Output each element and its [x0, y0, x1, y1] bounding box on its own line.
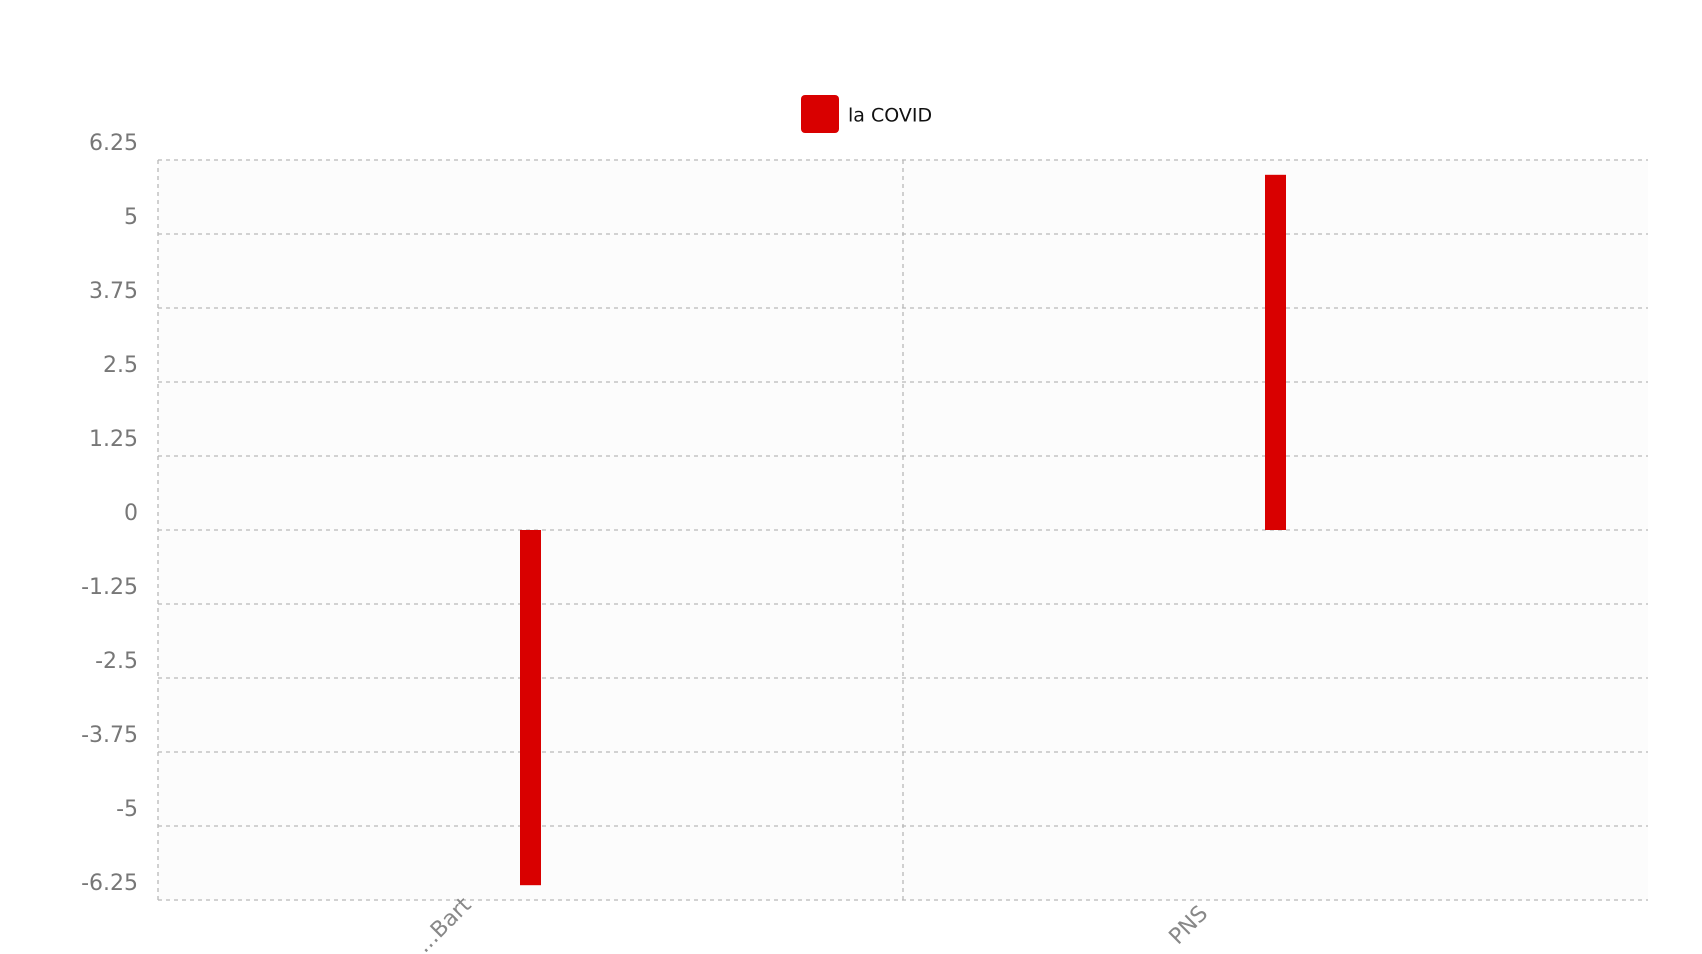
x-tick-label: PNS: [1165, 901, 1214, 950]
y-tick-label: 1.25: [89, 427, 138, 452]
y-tick-label: 0: [124, 501, 138, 526]
y-axis-ticks: 6.25 5 3.75 2.5 1.25 0 -1.25 -2.5 -3.75 -5 -6.25: [81, 131, 138, 896]
legend-swatch-la-covid[interactable]: [801, 95, 839, 133]
y-tick-label: -6.25: [81, 871, 138, 896]
bars: [520, 174, 1286, 886]
y-tick-label: -5: [116, 797, 138, 822]
bar-pns[interactable]: [1265, 174, 1286, 531]
y-tick-label: -1.25: [81, 575, 138, 600]
x-axis-labels: ...Bart PNS: [411, 893, 1213, 954]
legend[interactable]: la COVID: [801, 95, 932, 133]
y-tick-label: 3.75: [89, 279, 138, 304]
legend-label-la-covid[interactable]: la COVID: [848, 105, 932, 127]
y-tick-label: -2.5: [95, 649, 138, 674]
y-tick-label: 2.5: [103, 353, 138, 378]
y-tick-label: 6.25: [89, 131, 138, 156]
y-tick-label: -3.75: [81, 723, 138, 748]
x-tick-label: ...Bart: [411, 893, 476, 954]
y-tick-label: 5: [124, 205, 138, 230]
bar--bart[interactable]: [520, 530, 541, 886]
grid-lines: [157, 159, 1648, 901]
